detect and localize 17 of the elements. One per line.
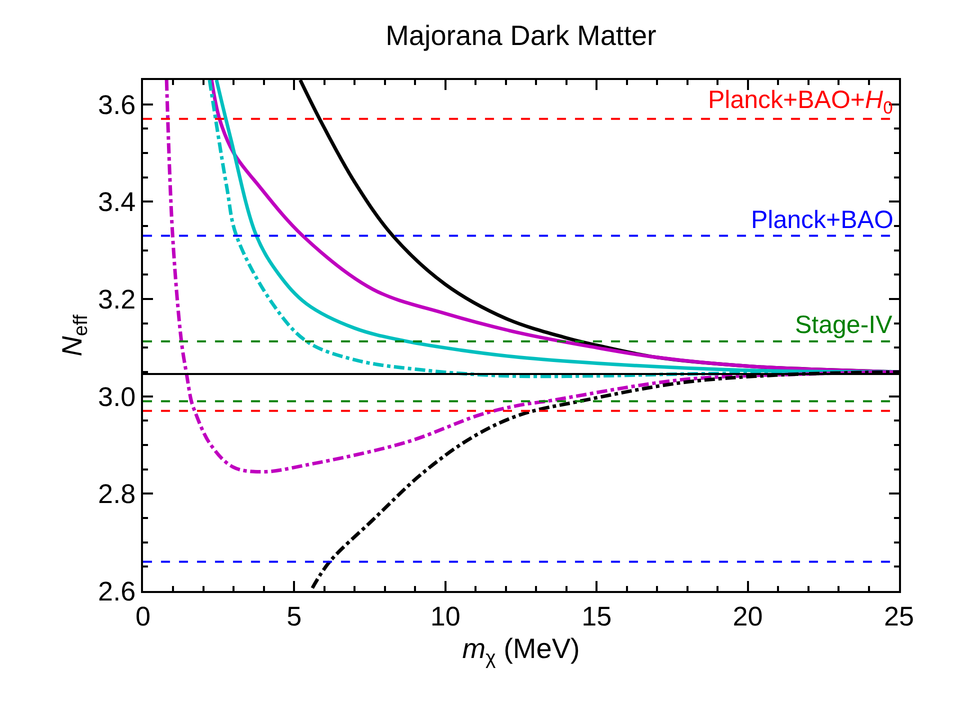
x-tick-label: 25 bbox=[884, 601, 914, 632]
ref-line-label: Planck+BAO+H$_{0}$ bbox=[708, 86, 894, 118]
y-tick-label: 3.4 bbox=[98, 187, 136, 218]
x-axis-title: m$_{χ}$ (MeV) bbox=[462, 633, 580, 669]
y-tick-label: 2.6 bbox=[98, 576, 136, 606]
x-tick-label: 10 bbox=[430, 601, 460, 632]
x-tick-label: 5 bbox=[286, 601, 302, 632]
y-tick-label: 2.8 bbox=[98, 479, 136, 510]
x-tick-label: 20 bbox=[732, 601, 763, 632]
ref-line-label: Planck+BAO bbox=[751, 206, 894, 234]
x-tick-label: 15 bbox=[582, 601, 612, 632]
x-tick-label: 0 bbox=[135, 601, 151, 632]
y-tick-label: 3.0 bbox=[98, 382, 136, 412]
chart-title: Majorana Dark Matter bbox=[386, 20, 656, 51]
y-tick-label: 3.2 bbox=[98, 284, 136, 314]
y-tick-label: 3.6 bbox=[98, 90, 136, 120]
ref-line-label: Stage-IV bbox=[795, 311, 893, 339]
